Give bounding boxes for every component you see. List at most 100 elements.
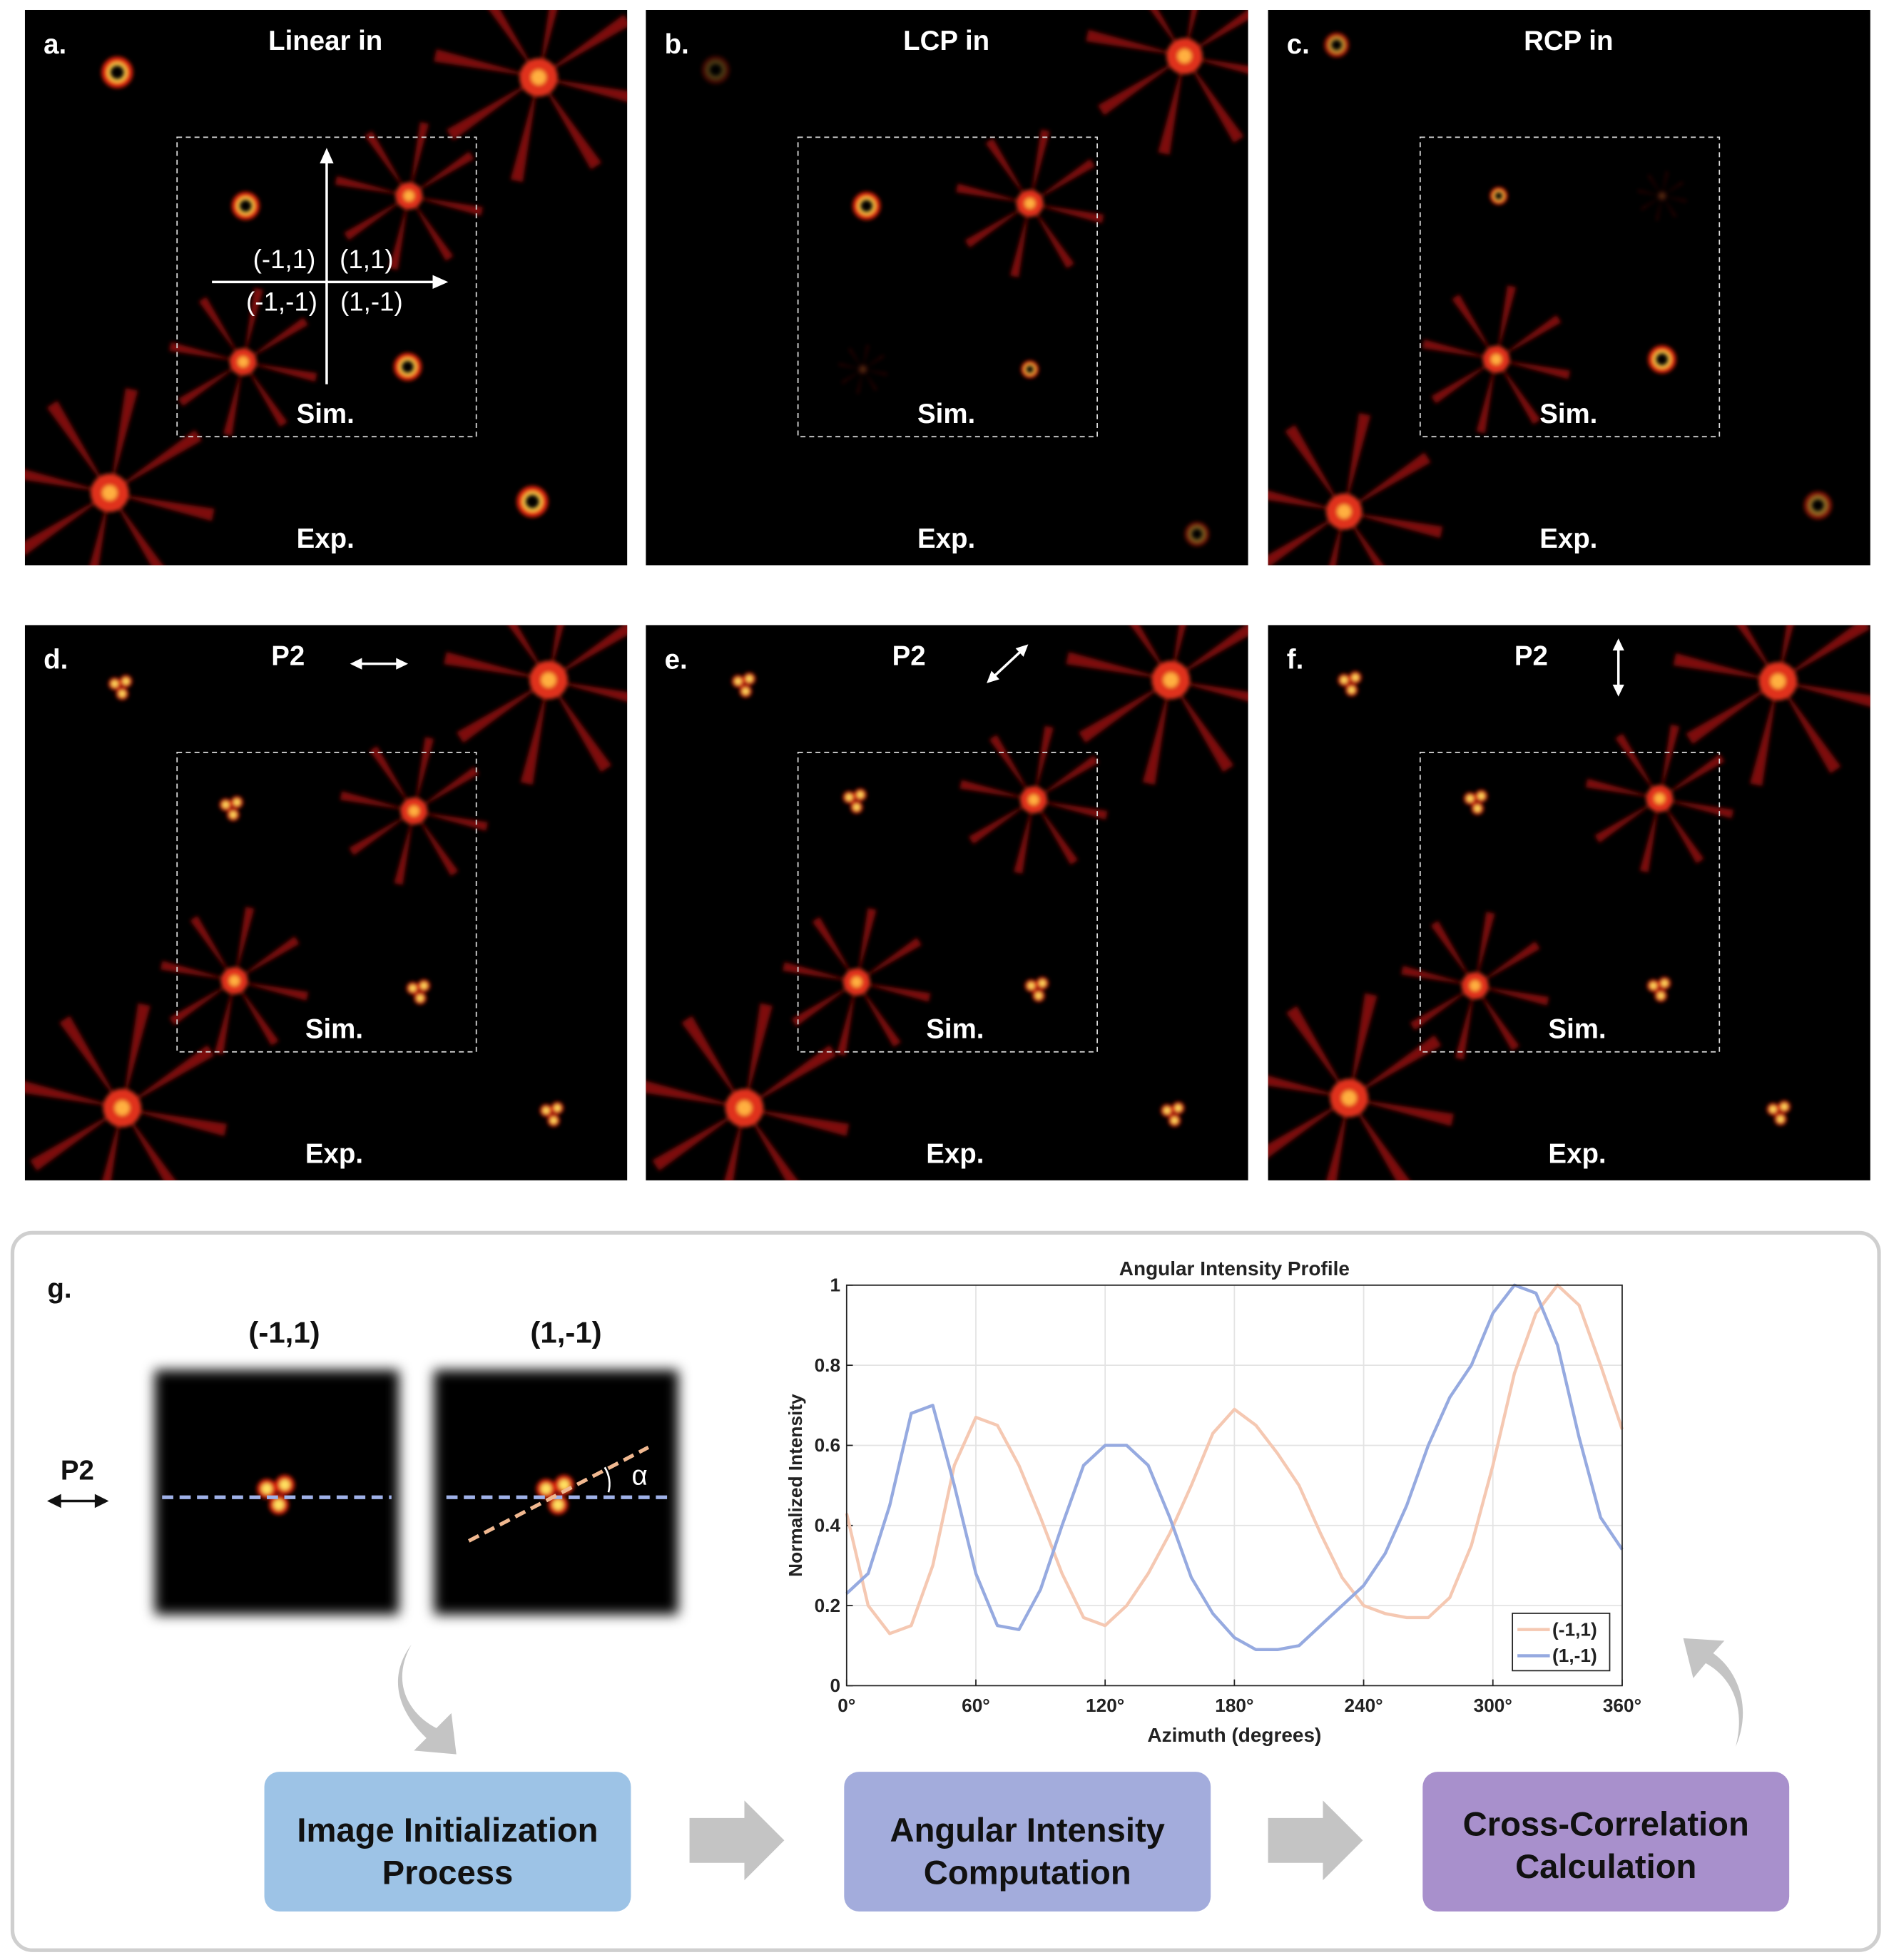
star-ray [1268, 1076, 1350, 1098]
star-ray [1496, 359, 1541, 425]
star-ray [862, 354, 885, 369]
lobe [1474, 805, 1481, 812]
star-ray [365, 131, 409, 196]
star-ray [169, 980, 235, 1026]
sim-inset [1419, 136, 1721, 438]
sim-label: Sim. [926, 1014, 984, 1044]
panel-label: e. [665, 645, 688, 675]
star-ray [109, 492, 163, 566]
donut-outer [701, 56, 730, 84]
donut-outer [1324, 32, 1349, 58]
star-ray [549, 680, 612, 772]
star-ray [335, 175, 409, 196]
star-ray [964, 203, 1030, 248]
exp-label: Exp. [297, 524, 355, 554]
star-ray [862, 369, 888, 377]
star-ray [783, 961, 857, 982]
star-ray [744, 1003, 773, 1108]
image-label: (-1,1) [248, 1315, 320, 1349]
arrow-head [987, 670, 999, 683]
exp-label: Exp. [926, 1138, 984, 1169]
star-ray [1344, 452, 1431, 512]
step-box [264, 1772, 631, 1912]
star-ray [369, 745, 414, 812]
lobe [118, 690, 126, 698]
star-center [1654, 793, 1665, 804]
star-ray [862, 369, 878, 392]
star-ray [1673, 653, 1778, 682]
star-center [1024, 198, 1036, 209]
sim-label: Sim. [917, 399, 975, 429]
panel-label: g. [47, 1273, 71, 1304]
lobe [409, 984, 417, 992]
star-ray [1285, 424, 1345, 512]
step-text: Process [382, 1854, 514, 1892]
star-spot [1637, 171, 1687, 221]
y-tick-label: 0.4 [815, 1515, 841, 1536]
arrow-head [1612, 638, 1624, 650]
panel-title: P2 [271, 640, 305, 671]
star-ray [109, 387, 138, 493]
lobe [1477, 792, 1485, 800]
star-ray [122, 1108, 176, 1180]
star-ray [1349, 993, 1378, 1098]
star-ray [847, 347, 863, 369]
star-ray [1097, 56, 1185, 116]
star-ray [1659, 798, 1734, 819]
x-tick-label: 300° [1474, 1695, 1512, 1716]
star-ray [446, 77, 539, 141]
star-ray [1778, 625, 1870, 682]
star-center [1177, 49, 1192, 63]
donut-outer [393, 352, 422, 381]
star-center [1341, 1091, 1357, 1106]
star-ray [646, 1081, 745, 1108]
triple-spot [406, 979, 431, 1005]
donut-spot [231, 192, 260, 220]
panel-content [701, 9, 1248, 546]
star-ray [1452, 294, 1497, 359]
star-ray [122, 1003, 151, 1108]
star-ray [837, 362, 863, 369]
donut-inner [1188, 526, 1205, 542]
lobe [1352, 674, 1359, 681]
star-ray [409, 195, 454, 261]
star-spot [1585, 724, 1734, 873]
quadrant-label: (1,-1) [340, 287, 403, 317]
star-spot [956, 129, 1104, 277]
triple-spot [1463, 790, 1488, 815]
lobe [1027, 982, 1035, 989]
y-axis-label: Normalized Intensity [785, 1394, 806, 1577]
star-ray [1033, 800, 1079, 865]
star-ray [1285, 1006, 1350, 1098]
star-ray [414, 811, 488, 832]
star-ray [1659, 724, 1680, 799]
lobe [853, 804, 860, 811]
donut-spot [1021, 360, 1039, 379]
star-center [114, 1101, 130, 1116]
lobe [742, 688, 749, 695]
star-ray [234, 980, 279, 1046]
image-bg [154, 1369, 399, 1615]
y-tick-label: 0.6 [815, 1434, 840, 1456]
star-ray [856, 981, 931, 1002]
donut-inner [1653, 350, 1671, 369]
star-spot [837, 344, 888, 394]
star-ray [234, 980, 309, 1001]
angle-arc [604, 1466, 611, 1493]
donut-outer [1803, 491, 1832, 520]
star-ray [724, 1108, 745, 1180]
star-spot [1422, 285, 1571, 434]
quadrant-axes [212, 148, 449, 384]
star-center [851, 976, 862, 988]
star-center [403, 190, 414, 201]
star-ray [1496, 315, 1562, 359]
lobe [554, 1104, 561, 1111]
donut-spot [701, 56, 730, 84]
panel-label: b. [665, 29, 689, 60]
star-ray [1778, 681, 1870, 707]
lobe [1039, 979, 1046, 987]
sim-label: Sim. [297, 399, 355, 429]
donut-outer [1184, 521, 1210, 546]
star-spot [24, 1003, 228, 1180]
star-center [1491, 354, 1502, 365]
